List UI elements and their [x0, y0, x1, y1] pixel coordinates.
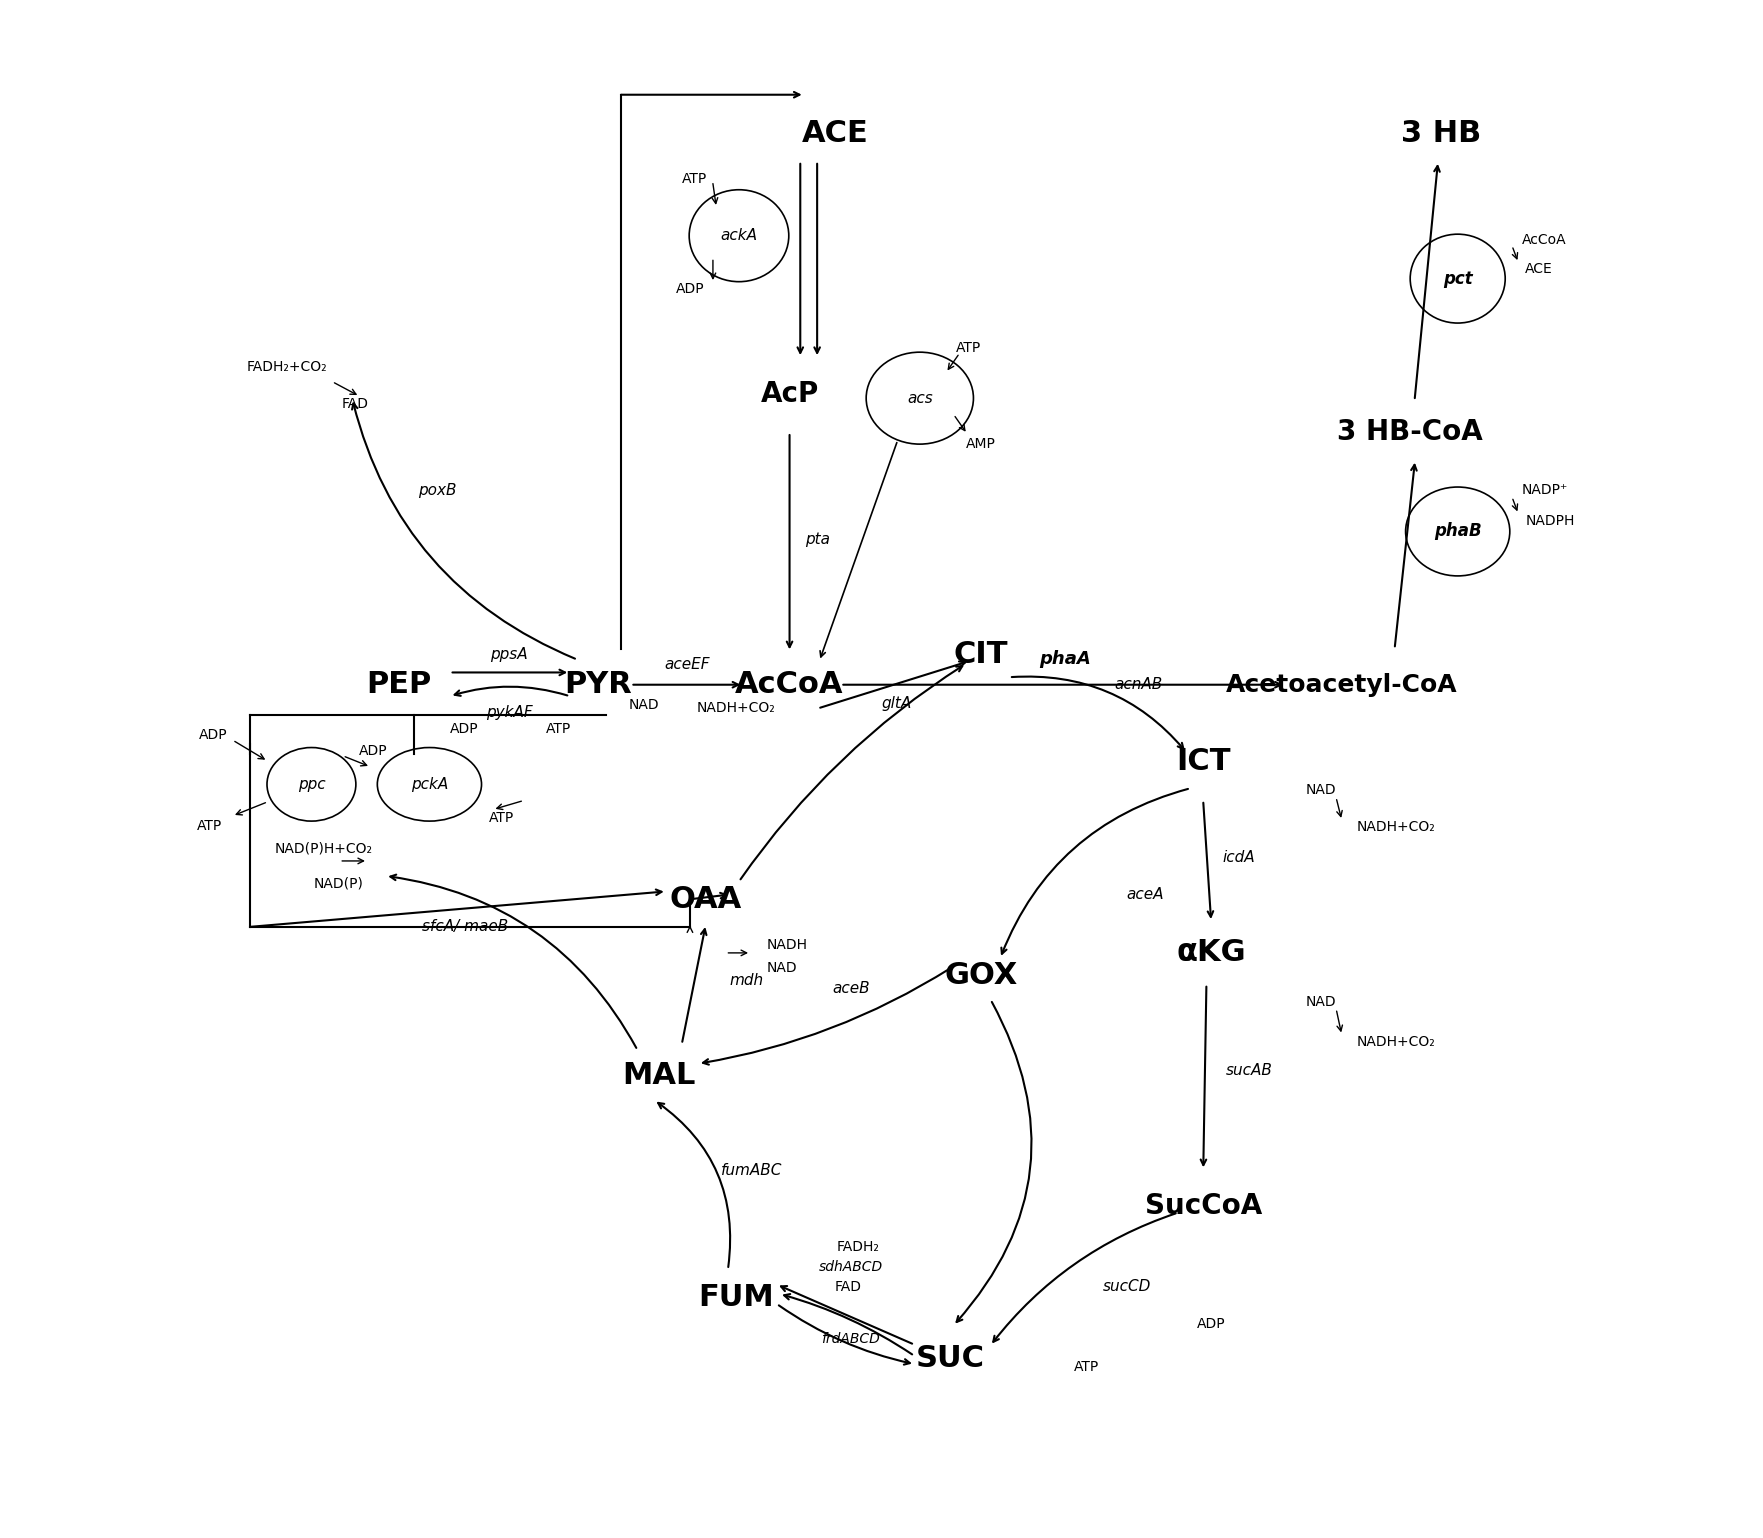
Text: ADP: ADP — [675, 283, 703, 297]
Text: ATP: ATP — [1074, 1360, 1100, 1373]
Text: aceA: aceA — [1127, 887, 1164, 903]
Text: NAD: NAD — [767, 961, 797, 975]
Text: FAD: FAD — [342, 397, 368, 411]
Text: pct: pct — [1442, 269, 1472, 288]
Text: pykAF: pykAF — [487, 704, 532, 720]
Text: ADP: ADP — [199, 729, 227, 743]
Text: NADH: NADH — [767, 938, 807, 952]
Text: GOX: GOX — [945, 961, 1017, 990]
Text: OAA: OAA — [670, 884, 742, 914]
Text: gltA: gltA — [882, 695, 911, 711]
Text: FADH₂+CO₂: FADH₂+CO₂ — [247, 360, 326, 374]
Text: frdABCD: frdABCD — [822, 1332, 880, 1346]
Text: ATP: ATP — [488, 811, 515, 824]
Text: AcP: AcP — [760, 380, 818, 408]
Text: AcCoA: AcCoA — [735, 671, 844, 700]
Text: ACE: ACE — [802, 118, 869, 148]
Text: PYR: PYR — [564, 671, 631, 700]
Text: ATP: ATP — [956, 340, 982, 355]
Text: 3 HB: 3 HB — [1402, 118, 1481, 148]
Text: PEP: PEP — [367, 671, 432, 700]
Text: sdhABCD: sdhABCD — [818, 1260, 883, 1273]
Text: MAL: MAL — [622, 1061, 696, 1090]
Text: ppsA: ppsA — [490, 646, 527, 661]
Text: ACE: ACE — [1525, 263, 1553, 277]
Text: AMP: AMP — [966, 437, 996, 451]
Text: ackA: ackA — [721, 228, 758, 243]
Text: ppc: ppc — [298, 777, 324, 792]
Text: icdA: icdA — [1222, 851, 1255, 866]
Text: ATP: ATP — [197, 818, 222, 832]
Text: NADP⁺: NADP⁺ — [1521, 483, 1569, 497]
Text: AcCoA: AcCoA — [1521, 234, 1567, 248]
Text: phaB: phaB — [1433, 523, 1481, 540]
Text: NADPH: NADPH — [1525, 514, 1574, 528]
Text: Acetoacetyl-CoA: Acetoacetyl-CoA — [1225, 672, 1456, 697]
Text: aceB: aceB — [832, 981, 869, 995]
Text: aceEF: aceEF — [665, 657, 710, 672]
Text: sucCD: sucCD — [1102, 1280, 1151, 1295]
Text: ADP: ADP — [450, 723, 480, 737]
Text: ATP: ATP — [545, 723, 571, 737]
Text: ATP: ATP — [682, 172, 707, 186]
Text: NAD: NAD — [629, 698, 659, 712]
Text: FAD: FAD — [834, 1280, 862, 1293]
Text: NAD(P): NAD(P) — [314, 877, 363, 891]
Text: NADH+CO₂: NADH+CO₂ — [1356, 1035, 1435, 1049]
Text: ADP: ADP — [1197, 1317, 1225, 1330]
Text: acs: acs — [906, 391, 933, 406]
Text: NADH+CO₂: NADH+CO₂ — [696, 701, 776, 715]
Text: SucCoA: SucCoA — [1144, 1192, 1262, 1220]
Text: SUC: SUC — [917, 1344, 986, 1373]
Text: NAD: NAD — [1306, 783, 1336, 798]
Text: 3 HB-CoA: 3 HB-CoA — [1338, 418, 1483, 446]
Text: sfcA/ maeB: sfcA/ maeB — [421, 920, 508, 935]
Text: NAD: NAD — [1306, 995, 1336, 1009]
Text: αKG: αKG — [1176, 938, 1246, 967]
Text: FUM: FUM — [698, 1283, 774, 1312]
Text: NAD(P)H+CO₂: NAD(P)H+CO₂ — [275, 841, 372, 855]
Text: pckA: pckA — [411, 777, 448, 792]
Text: phaA: phaA — [1040, 649, 1091, 667]
Text: sucAB: sucAB — [1225, 1063, 1273, 1078]
Text: poxB: poxB — [418, 483, 457, 498]
Text: CIT: CIT — [954, 640, 1008, 669]
Text: ADP: ADP — [358, 743, 388, 758]
Text: NADH+CO₂: NADH+CO₂ — [1356, 820, 1435, 834]
Text: pta: pta — [804, 532, 830, 546]
Text: ICT: ICT — [1176, 747, 1231, 775]
Text: FADH₂: FADH₂ — [837, 1240, 880, 1253]
Text: mdh: mdh — [730, 974, 763, 987]
Text: fumABC: fumABC — [721, 1163, 783, 1178]
Text: acnAB: acnAB — [1114, 677, 1164, 692]
